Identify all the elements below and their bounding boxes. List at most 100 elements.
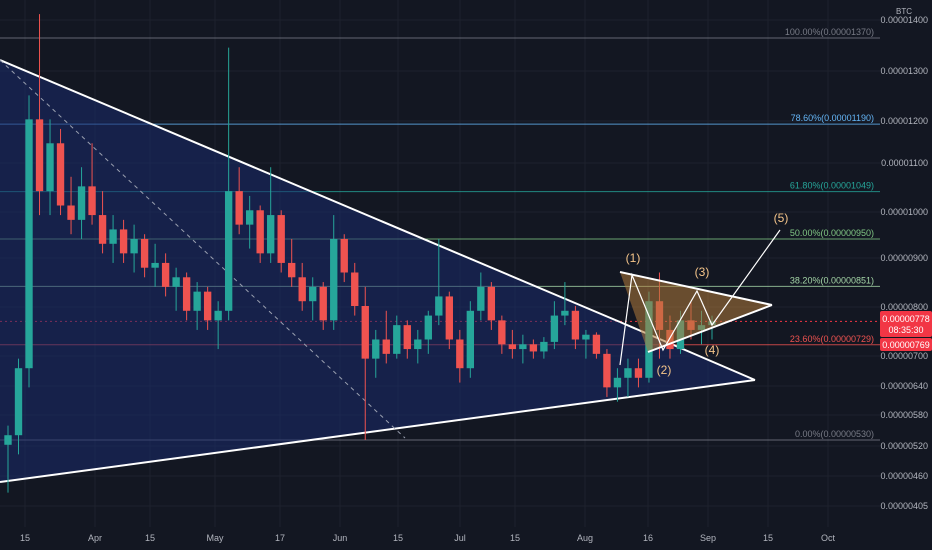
- pennant-lower-line: [647, 304, 773, 353]
- candle-body: [119, 229, 128, 254]
- candle: [372, 329, 380, 378]
- candle-body: [435, 296, 443, 316]
- candle: [35, 14, 44, 216]
- x-tick-label: Sep: [700, 533, 716, 543]
- candle-body: [56, 143, 65, 206]
- candle-body: [613, 377, 622, 388]
- candle: [550, 301, 559, 350]
- candle: [403, 320, 411, 359]
- fib-label: 23.60%(0.00000729): [790, 334, 874, 344]
- candle-body: [403, 325, 411, 350]
- fib-label: 100.00%(0.00001370): [785, 27, 874, 37]
- candle-body: [603, 353, 611, 388]
- candle: [603, 349, 611, 397]
- candle-body: [508, 344, 517, 350]
- candle-body: [361, 306, 369, 359]
- candle: [88, 143, 96, 225]
- wave-path: [619, 229, 781, 366]
- candle-body: [571, 310, 580, 340]
- candle: [182, 272, 191, 321]
- candle: [98, 191, 107, 254]
- candle-body: [109, 229, 117, 244]
- candle: [119, 219, 128, 263]
- candle-body: [277, 215, 285, 263]
- second-price-tag: 0.00000769: [880, 338, 932, 351]
- candle-body: [172, 277, 180, 287]
- fib-label: 50.00%(0.00000950): [790, 228, 874, 238]
- time-axis-bg: [0, 527, 932, 550]
- x-tick-label: Jul: [454, 533, 466, 543]
- triangle-lower-line: [0, 379, 756, 483]
- candle-body: [550, 315, 559, 342]
- candle: [330, 215, 338, 330]
- candle: [424, 310, 432, 354]
- candle-body: [582, 334, 590, 340]
- candle-body: [46, 143, 54, 192]
- candle: [498, 315, 506, 354]
- candle: [351, 262, 359, 316]
- candle: [214, 301, 222, 350]
- candle: [393, 315, 401, 359]
- x-tick-label: Aug: [577, 533, 593, 543]
- y-tick-label: 0.00000800: [880, 302, 928, 312]
- candle-body: [372, 339, 380, 359]
- pennant-fill: [620, 272, 772, 352]
- candle-body: [235, 191, 243, 225]
- candle-body: [245, 210, 254, 225]
- y-tick-label: 0.00001000: [880, 207, 928, 217]
- x-tick-label: Apr: [88, 533, 102, 543]
- fib-label: 61.80%(0.00001049): [790, 181, 874, 191]
- candle: [151, 243, 159, 287]
- candle-body: [288, 262, 296, 278]
- candle-body: [25, 119, 33, 369]
- candle: [46, 119, 54, 216]
- candle: [25, 95, 33, 388]
- candle-body: [424, 315, 432, 340]
- candle-body: [88, 186, 96, 216]
- fib-lines: 100.00%(0.00001370) 78.60%(0.00001190) 61.…: [0, 27, 880, 441]
- candle-body: [182, 277, 191, 311]
- candle: [508, 329, 517, 359]
- candle: [529, 339, 538, 359]
- wave-label: (4): [705, 343, 720, 357]
- candle: [309, 277, 317, 321]
- candle: [109, 215, 117, 263]
- fib-label: 38.20%(0.00000851): [790, 275, 874, 285]
- y-tick-label: 0.00001400: [880, 15, 928, 25]
- candle-body: [351, 272, 359, 306]
- candle: [172, 267, 180, 311]
- candle: [56, 128, 65, 216]
- fib-label: 78.60%(0.00001190): [791, 113, 874, 123]
- candle-body: [77, 186, 86, 220]
- wave-label: (5): [774, 211, 789, 225]
- y-tick-label: 0.00001200: [880, 116, 928, 126]
- candle-body: [393, 325, 401, 354]
- current-price-value: 0.00000778: [882, 314, 930, 324]
- candle: [592, 332, 601, 359]
- candle-body: [67, 205, 75, 220]
- candle: [203, 286, 212, 330]
- candle: [519, 334, 527, 364]
- candle: [382, 310, 390, 364]
- wave-label: (1): [626, 251, 641, 265]
- candle-body: [140, 239, 149, 268]
- candle: [161, 253, 170, 297]
- candle: [298, 262, 306, 311]
- candle-body: [330, 239, 338, 321]
- triangle-upper-line: [0, 59, 621, 323]
- x-tick-label: 15: [20, 533, 30, 543]
- candle-body: [498, 320, 506, 345]
- candle: [624, 358, 632, 397]
- x-tick-label: 15: [145, 533, 155, 543]
- countdown-value: 08:35:30: [888, 325, 923, 335]
- y-tick-label: 0.00000520: [880, 441, 928, 451]
- candle-body: [267, 215, 275, 254]
- candle: [445, 291, 453, 350]
- price-axis: 0.00001400 0.00001300 0.00001200 0.00001100…: [880, 0, 932, 550]
- fib-label: 0.00%(0.00000530): [795, 429, 874, 439]
- candle-body: [203, 291, 212, 321]
- currency-label: BTC: [896, 7, 912, 16]
- candle: [235, 167, 243, 235]
